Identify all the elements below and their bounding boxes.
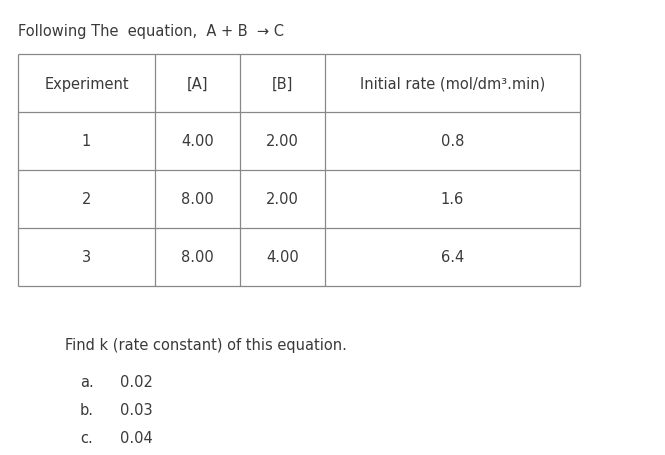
Text: Initial rate (mol/dm³.min): Initial rate (mol/dm³.min) [360, 76, 545, 91]
Text: 2.00: 2.00 [266, 192, 299, 207]
Text: [B]: [B] [272, 76, 293, 91]
Text: 1.6: 1.6 [441, 192, 464, 207]
Text: Experiment: Experiment [44, 76, 129, 91]
Text: 0.8: 0.8 [441, 134, 464, 149]
Text: b.: b. [80, 402, 94, 417]
Text: 8.00: 8.00 [181, 192, 214, 207]
Text: 2.00: 2.00 [266, 134, 299, 149]
Text: c.: c. [80, 430, 92, 445]
Text: 0.03: 0.03 [120, 402, 153, 417]
Text: a.: a. [80, 374, 94, 389]
Text: 0.04: 0.04 [120, 430, 153, 445]
Text: [A]: [A] [187, 76, 208, 91]
Text: 2: 2 [82, 192, 91, 207]
Text: 3: 3 [82, 250, 91, 265]
Text: 8.00: 8.00 [181, 250, 214, 265]
Text: 1: 1 [82, 134, 91, 149]
Text: 4.00: 4.00 [266, 250, 299, 265]
Text: Following The  equation,  A + B  → C: Following The equation, A + B → C [18, 24, 284, 39]
Text: 4.00: 4.00 [181, 134, 214, 149]
Text: 0.02: 0.02 [120, 374, 153, 389]
Text: Find k (rate constant) of this equation.: Find k (rate constant) of this equation. [65, 337, 347, 352]
Text: 6.4: 6.4 [441, 250, 464, 265]
